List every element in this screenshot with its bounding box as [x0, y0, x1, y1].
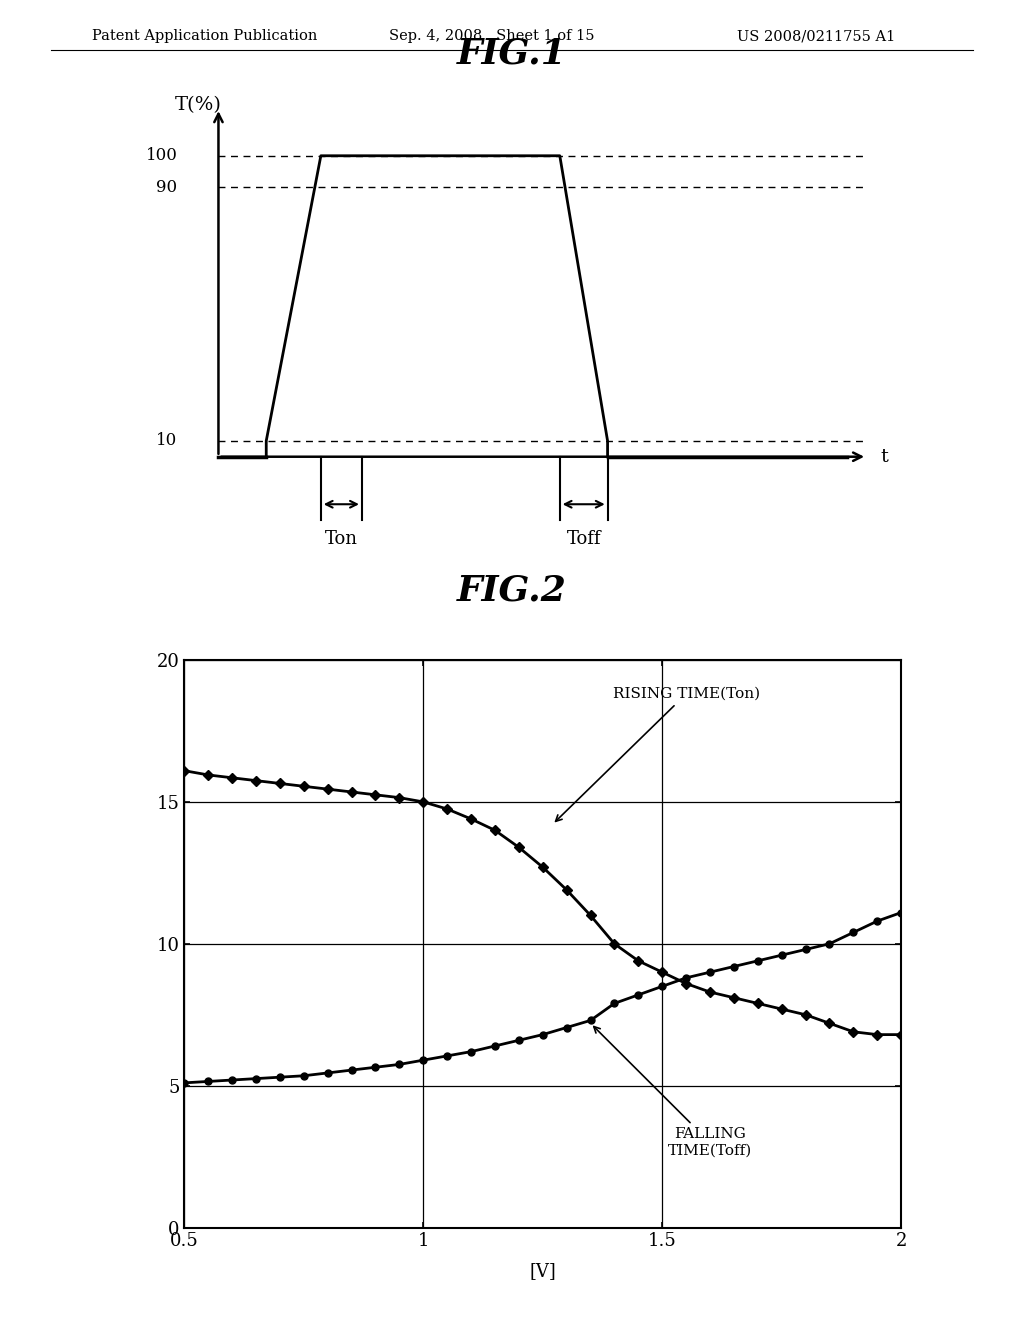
Text: Toff: Toff [566, 529, 601, 548]
Text: US 2008/0211755 A1: US 2008/0211755 A1 [737, 29, 896, 44]
Text: t: t [881, 447, 889, 466]
Text: Sep. 4, 2008   Sheet 1 of 15: Sep. 4, 2008 Sheet 1 of 15 [389, 29, 595, 44]
Text: 10: 10 [157, 433, 177, 449]
Text: RISING TIME(Ton): RISING TIME(Ton) [556, 686, 760, 821]
Text: FIG.1: FIG.1 [457, 37, 567, 70]
Text: Ton: Ton [325, 529, 357, 548]
X-axis label: [V]: [V] [529, 1262, 556, 1279]
Text: FIG.2: FIG.2 [457, 574, 567, 607]
Text: 100: 100 [145, 148, 177, 164]
Text: 90: 90 [157, 180, 177, 195]
Text: T(%): T(%) [174, 96, 221, 115]
Text: Patent Application Publication: Patent Application Publication [92, 29, 317, 44]
Text: FALLING
TIME(Toff): FALLING TIME(Toff) [594, 1027, 752, 1158]
